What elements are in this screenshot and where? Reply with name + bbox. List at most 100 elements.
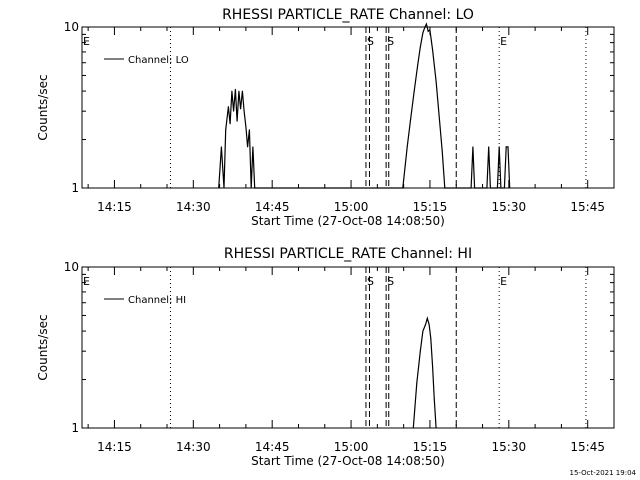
y-tick-label: 10: [64, 20, 79, 34]
data-point: [241, 90, 243, 92]
data-point: [444, 187, 446, 189]
series-line: [218, 22, 511, 189]
chart-title: RHESSI PARTICLE_RATE Channel: HI: [224, 246, 472, 262]
x-tick-label: 15:30: [492, 200, 527, 214]
data-point: [488, 146, 490, 148]
y-axis-label: Counts/sec: [36, 314, 50, 380]
marker-label: S: [367, 275, 374, 288]
marker-label: E: [83, 35, 90, 48]
data-point: [470, 187, 472, 189]
data-point: [430, 337, 432, 339]
data-point: [238, 90, 240, 92]
y-tick-label: 1: [71, 181, 79, 195]
data-point: [419, 46, 421, 48]
plot-frame: [81, 26, 615, 189]
x-tick-label: 14:15: [97, 200, 132, 214]
x-axis-label: Start Time (27-Oct-08 14:08:50): [251, 454, 445, 468]
marker-label: S: [387, 275, 394, 288]
data-point: [496, 187, 498, 189]
data-point: [231, 90, 233, 92]
marker-label: S: [367, 35, 374, 48]
data-point: [236, 120, 238, 122]
legend-label: Channel: LO: [128, 55, 189, 66]
data-point: [250, 187, 252, 189]
x-tick-label: 15:45: [570, 200, 605, 214]
x-tick-label: 14:45: [255, 200, 290, 214]
marker-label: E: [500, 35, 507, 48]
data-point: [509, 187, 511, 189]
chart-title: RHESSI PARTICLE_RATE Channel: LO: [222, 7, 474, 23]
data-point: [248, 129, 250, 131]
data-point: [406, 146, 408, 148]
data-point: [225, 129, 227, 131]
data-point: [422, 32, 424, 34]
data-point: [413, 90, 415, 92]
data-point: [422, 330, 424, 332]
data-point: [433, 399, 435, 401]
marker-label: E: [500, 275, 507, 288]
data-point: [486, 187, 488, 189]
footer-timestamp: 15-Oct-2021 19:04: [570, 469, 637, 477]
data-point: [240, 108, 242, 110]
data-point: [247, 146, 249, 148]
data-point: [424, 27, 426, 29]
data-point: [410, 118, 412, 120]
data-point: [439, 120, 441, 122]
data-point: [252, 146, 254, 148]
data-point: [500, 187, 502, 189]
data-point: [432, 366, 434, 368]
data-point: [425, 323, 427, 325]
data-point: [429, 29, 431, 31]
data-point: [503, 187, 505, 189]
x-tick-label: 14:45: [255, 440, 290, 454]
data-point: [220, 146, 222, 148]
x-tick-label: 15:15: [413, 200, 448, 214]
data-point: [441, 150, 443, 152]
plot-frame: [81, 266, 615, 429]
x-tick-label: 15:15: [413, 440, 448, 454]
y-tick-label: 10: [64, 260, 79, 274]
data-point: [412, 427, 414, 429]
data-point: [507, 146, 509, 148]
data-point: [472, 146, 474, 148]
x-tick-label: 14:30: [176, 200, 211, 214]
data-point: [243, 110, 245, 112]
data-point: [254, 187, 256, 189]
data-point: [402, 187, 404, 189]
data-point: [234, 88, 236, 90]
x-tick-label: 15:00: [334, 200, 369, 214]
data-point: [435, 80, 437, 82]
data-point: [505, 146, 507, 148]
marker-label: E: [83, 275, 90, 288]
marker-label: S: [387, 35, 394, 48]
data-point: [245, 126, 247, 128]
x-tick-label: 15:30: [492, 440, 527, 454]
data-point: [425, 23, 427, 25]
data-point: [233, 110, 235, 112]
panel-hi: RHESSI PARTICLE_RATE Channel: HI Counts/s…: [36, 246, 615, 468]
data-point: [416, 382, 418, 384]
data-point: [218, 187, 220, 189]
x-tick-label: 14:15: [97, 440, 132, 454]
x-tick-label: 14:30: [176, 440, 211, 454]
x-tick-label: 15:45: [570, 440, 605, 454]
x-axis-label: Start Time (27-Oct-08 14:08:50): [251, 214, 445, 228]
data-point: [432, 49, 434, 51]
panel-lo: RHESSI PARTICLE_RATE Channel: LO Counts/s…: [36, 7, 615, 228]
y-axis-label: Counts/sec: [36, 74, 50, 140]
data-point: [227, 106, 229, 108]
data-point: [229, 123, 231, 125]
y-tick-label: 1: [71, 421, 79, 435]
data-point: [427, 30, 429, 32]
data-point: [419, 350, 421, 352]
data-point: [474, 187, 476, 189]
data-point: [428, 323, 430, 325]
x-tick-label: 15:00: [334, 440, 369, 454]
data-point: [435, 427, 437, 429]
data-point: [426, 317, 428, 319]
legend-label: Channel: HI: [128, 295, 186, 306]
data-point: [498, 146, 500, 148]
data-point: [417, 64, 419, 66]
data-point: [489, 187, 491, 189]
